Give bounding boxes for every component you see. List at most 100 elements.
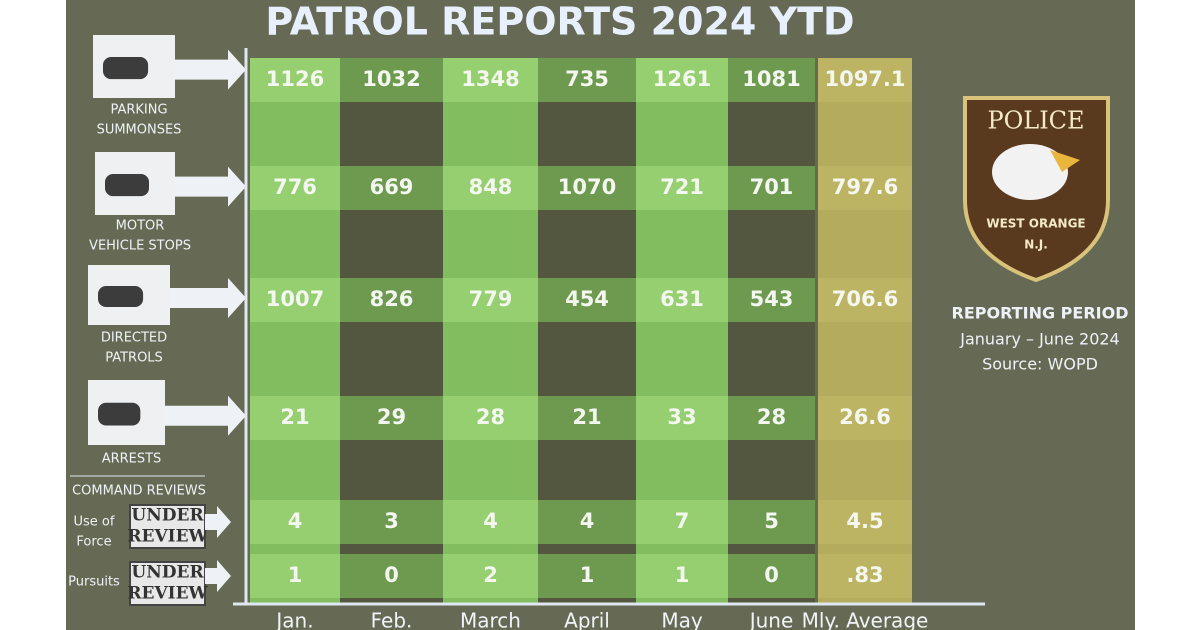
cell [250,58,340,102]
cell-value: 721 [660,175,704,199]
column-header: April [564,609,610,630]
cell-value: 4 [483,509,498,533]
cell [538,58,636,102]
cell [728,278,815,322]
arrow [170,278,246,318]
police-badge: POLICE WEST ORANGE N.J. [963,96,1110,283]
column-header: Feb. [371,609,413,630]
row-label: ARRESTS [102,452,162,467]
cell-value: 1 [288,563,303,587]
cell-value: 701 [750,175,794,199]
cell [538,396,636,440]
cell-value: 5 [764,509,779,533]
cell [538,500,636,544]
cell [538,278,636,322]
cell-value: 33 [667,405,696,429]
cell [340,554,443,598]
cell [818,500,912,544]
cell-value: 26.6 [839,405,891,429]
cell [636,500,728,544]
column-header: May [661,609,703,630]
icon-glyph [98,402,141,426]
cell [636,58,728,102]
stamp-text: UNDER [131,563,204,583]
cell [340,278,443,322]
cell [636,166,728,210]
stamp [129,561,206,606]
cell-value: 1 [675,563,690,587]
table: Jan. Feb. March April May June Mly. Average112… [68,35,928,630]
eagle-beak [1050,150,1080,172]
reporting-source: Source: WOPD [982,355,1098,374]
cell [538,554,636,598]
cell [443,396,538,440]
cell-value: 1261 [653,67,711,91]
cell [250,396,340,440]
row-label: Force [76,535,111,550]
cell-value: 776 [273,175,317,199]
arrow [205,560,231,592]
cell-value: 779 [469,287,513,311]
cell-value: 0 [384,563,399,587]
cell [250,500,340,544]
cell [818,58,912,102]
row-label: VEHICLE STOPS [89,239,191,254]
cell-value: 797.6 [832,175,898,199]
cell [636,554,728,598]
cell [636,396,728,440]
cell-value: 1126 [266,67,324,91]
row-label: DIRECTED [101,331,167,346]
cell [728,58,815,102]
cell-value: 1097.1 [824,67,905,91]
cell [818,166,912,210]
cell [443,500,538,544]
cell-value: 631 [660,287,704,311]
cell-value: 543 [750,287,794,311]
cell-value: 454 [565,287,609,311]
icon-glyph [98,286,144,307]
stamp-text: REVIEW [127,584,208,604]
cell-value: 706.6 [832,287,898,311]
cell-value: 1081 [742,67,800,91]
cell-value: 669 [370,175,414,199]
cell [443,278,538,322]
badge-title: POLICE [987,107,1084,135]
cell [340,500,443,544]
cell-value: 0 [764,563,779,587]
row-label: Pursuits [68,575,120,590]
arrow [165,395,246,436]
icon-glyph [105,174,149,197]
arrow [205,506,231,538]
cell-value: 29 [377,405,406,429]
cell [636,278,728,322]
cell [538,166,636,210]
cell [728,396,815,440]
badge-city: WEST ORANGE [986,217,1085,231]
arrow [175,166,246,207]
cell-value: 21 [280,405,309,429]
cell-value: 28 [476,405,505,429]
row-label: Use of [74,515,115,530]
reporting-title: REPORTING PERIOD [952,304,1129,323]
cell [250,554,340,598]
row-label: PATROLS [105,351,163,366]
column-header: March [460,609,521,630]
cell [728,500,815,544]
badge-state: N.J. [1024,238,1048,252]
cell [443,166,538,210]
cell-value: 2 [483,563,498,587]
cell-value: 4.5 [846,509,883,533]
command-reviews: COMMAND REVIEWS [72,484,206,499]
cell-value: 1007 [266,287,324,311]
cell [250,278,340,322]
cell-value: 1348 [461,67,519,91]
stamp-text: REVIEW [127,527,208,547]
cell-value: 848 [469,175,513,199]
cell-value: 735 [565,67,609,91]
cell [818,278,912,322]
column-header: Jan. [274,609,313,630]
cell [443,554,538,598]
cell [443,58,538,102]
cell-value: 1032 [362,67,420,91]
icon-glyph [103,57,149,80]
